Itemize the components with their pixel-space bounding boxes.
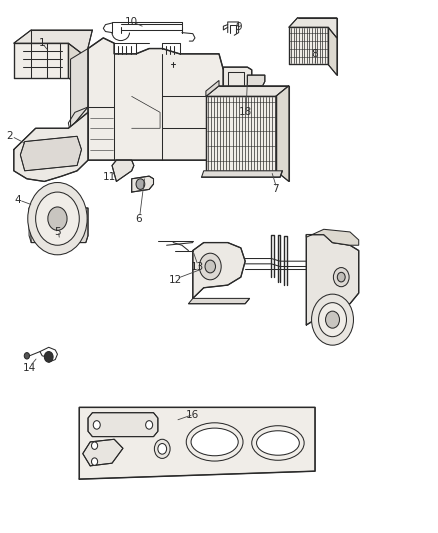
Polygon shape	[306, 235, 359, 325]
Text: 1: 1	[39, 38, 46, 48]
Polygon shape	[83, 439, 123, 466]
Text: 10: 10	[125, 17, 138, 27]
Text: 7: 7	[272, 184, 279, 195]
Ellipse shape	[191, 428, 238, 456]
Circle shape	[318, 303, 346, 337]
Polygon shape	[247, 75, 265, 86]
Polygon shape	[71, 107, 88, 171]
Circle shape	[28, 182, 87, 255]
Polygon shape	[68, 43, 86, 91]
Circle shape	[92, 458, 98, 465]
Text: 13: 13	[191, 262, 204, 271]
Text: 2: 2	[6, 131, 13, 141]
Ellipse shape	[252, 426, 304, 461]
Text: 9: 9	[235, 22, 242, 33]
Text: 18: 18	[239, 107, 252, 117]
Polygon shape	[14, 112, 88, 181]
Polygon shape	[289, 27, 328, 64]
Polygon shape	[328, 27, 337, 75]
Circle shape	[92, 442, 98, 449]
Text: 8: 8	[312, 49, 318, 59]
Circle shape	[48, 207, 67, 230]
Polygon shape	[112, 160, 134, 181]
Circle shape	[199, 253, 221, 280]
Text: 4: 4	[15, 195, 21, 205]
Text: 6: 6	[135, 214, 141, 224]
Circle shape	[44, 352, 53, 362]
Polygon shape	[206, 80, 219, 96]
Circle shape	[205, 260, 215, 273]
Polygon shape	[71, 49, 88, 128]
Polygon shape	[306, 229, 359, 245]
Polygon shape	[289, 18, 337, 38]
Ellipse shape	[186, 423, 243, 461]
Circle shape	[337, 272, 345, 282]
Polygon shape	[29, 208, 88, 243]
Circle shape	[154, 439, 170, 458]
Polygon shape	[14, 30, 92, 56]
Polygon shape	[79, 407, 315, 479]
Circle shape	[333, 268, 349, 287]
Circle shape	[311, 294, 353, 345]
Polygon shape	[193, 243, 245, 298]
Text: 5: 5	[54, 227, 61, 237]
Polygon shape	[223, 67, 252, 96]
Polygon shape	[206, 96, 276, 171]
Circle shape	[24, 353, 29, 359]
Text: 16: 16	[186, 410, 199, 421]
Circle shape	[158, 443, 166, 454]
Polygon shape	[206, 86, 289, 96]
Polygon shape	[276, 86, 289, 181]
Ellipse shape	[257, 431, 299, 455]
Polygon shape	[132, 176, 153, 192]
Polygon shape	[14, 43, 68, 78]
Circle shape	[325, 311, 339, 328]
Circle shape	[146, 421, 152, 429]
Text: 12: 12	[169, 275, 182, 285]
Text: 14: 14	[22, 362, 36, 373]
Text: 11: 11	[103, 172, 117, 182]
Circle shape	[93, 421, 100, 429]
Polygon shape	[215, 91, 247, 134]
Polygon shape	[201, 171, 283, 177]
Circle shape	[136, 179, 145, 189]
Polygon shape	[88, 38, 223, 160]
Polygon shape	[188, 298, 250, 304]
Polygon shape	[20, 136, 81, 171]
Circle shape	[35, 192, 79, 245]
Polygon shape	[88, 413, 158, 437]
